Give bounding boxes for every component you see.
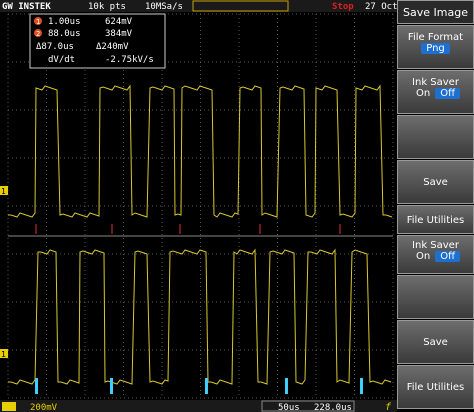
cursor-tick [285,378,288,394]
menu-title: Save Image [397,0,474,24]
cursor-box [29,13,166,69]
option-selected: Off [435,88,460,99]
file-format-button[interactable]: File Format Png [397,25,474,69]
cursor-tick [35,378,38,394]
cursor-marker [34,17,42,25]
display-bg [0,0,397,412]
bottom-bar [0,400,397,412]
waveforms [8,84,393,394]
trigger-position: 228.0us [314,403,352,412]
ch1-scale: 200mV [30,403,58,412]
cursor-marker [34,29,42,37]
waveform [8,84,393,218]
save-button[interactable]: Save [397,160,474,204]
cursor-marker-label: 2 [36,30,40,38]
channel-marker-label: 1 [1,187,6,196]
option-selected: Off [435,251,460,262]
channel-marker-label: 1 [1,350,6,359]
channel-marker [0,186,8,195]
cursor-tick [360,378,363,394]
timebase: 50us [278,403,300,412]
save-button[interactable]: Save [397,320,474,364]
cursor-value: Δ87.0us [36,42,74,52]
cursor-tick [110,378,113,394]
button-label: Ink Saver [412,77,459,88]
date: 27 Oct [365,2,397,12]
button-label: File Format [407,32,464,43]
channel-marker [0,349,8,358]
button-value: Png [421,43,450,54]
file-utilities-button[interactable]: File Utilities [397,365,474,409]
button-label: Ink Saver [412,240,459,251]
timebase-box [261,400,355,412]
brand: GW INSTEK [2,2,51,12]
status: Stop [332,2,354,12]
top-bar [0,0,397,12]
sample-rate: 10MSa/s [145,2,183,12]
display: GW INSTEK 10k pts 10MSa/s Stop 27 Oct 1 … [0,0,397,412]
cursor-value: dV/dt [48,55,75,65]
ink-saver-button[interactable]: Ink Saver On Off [397,70,474,114]
cursor-value: 88.0us [48,29,81,39]
cursor-value: -2.75kV/s [105,55,154,65]
cursor-value: 1.00us [48,17,81,27]
blank-button [397,115,474,159]
cursor-value: 384mV [105,29,133,39]
cursor-value: 624mV [105,17,133,27]
ch-badge [2,402,16,411]
trigger-icon: f [385,402,392,412]
option: On [416,88,431,99]
cursor-tick [205,378,208,394]
cursor-value: Δ240mV [96,42,129,52]
file-utilities-button[interactable]: File Utilities [397,205,474,234]
waveform [8,248,392,385]
cursor-marker-label: 1 [36,18,40,26]
memory-bar [192,0,289,12]
ink-saver-button[interactable]: Ink Saver On Off [397,235,474,274]
blank-button [397,275,474,319]
option: On [416,251,431,262]
record-length: 10k pts [88,2,126,12]
